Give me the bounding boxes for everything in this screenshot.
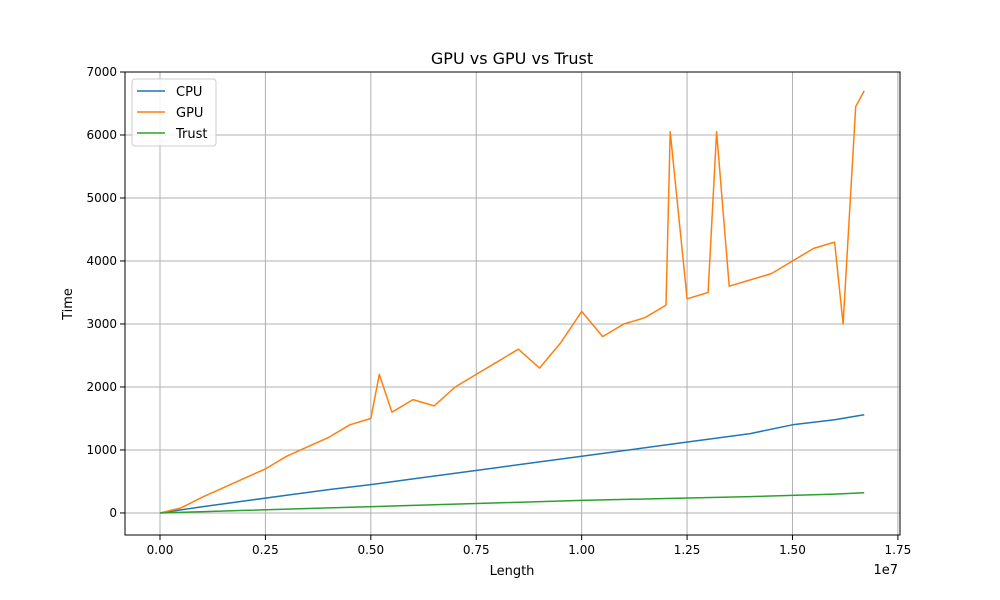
y-tick-label: 1000 <box>86 443 117 457</box>
legend-frame <box>131 78 217 147</box>
x-axis-ticks: 0.00 0.25 0.50 0.75 1.00 1.25 1.50 1.75 <box>147 535 912 557</box>
y-axis-ticks: 0 1000 2000 3000 4000 5000 6000 7000 <box>86 65 125 520</box>
x-tick-label: 0.50 <box>357 543 384 557</box>
y-tick-label: 4000 <box>86 254 117 268</box>
x-tick-label: 0.75 <box>463 543 490 557</box>
x-axis-offset-label: 1e7 <box>873 563 898 578</box>
legend-label-trust: Trust <box>175 127 207 142</box>
x-tick-label: 1.25 <box>674 543 701 557</box>
legend-label-cpu: CPU <box>176 85 202 100</box>
legend-label-gpu: GPU <box>176 106 203 121</box>
x-tick-label: 1.00 <box>568 543 595 557</box>
series-line-gpu <box>159 90 865 514</box>
x-tick-label: 1.50 <box>779 543 806 557</box>
series-line-trust <box>159 492 865 514</box>
y-tick-label: 3000 <box>86 317 117 331</box>
y-tick-label: 2000 <box>86 380 117 394</box>
plot-frame <box>124 71 901 536</box>
x-tick-label: 0.25 <box>252 543 279 557</box>
y-tick-label: 5000 <box>86 191 117 205</box>
legend: CPU GPU Trust <box>131 78 217 147</box>
series-lines <box>159 90 865 514</box>
y-axis-label: Time <box>61 288 76 321</box>
series-line-cpu <box>159 413 865 514</box>
chart-title: GPU vs GPU vs Trust <box>431 49 593 68</box>
x-tick-label: 1.75 <box>885 543 912 557</box>
grid <box>125 71 900 535</box>
y-tick-label: 6000 <box>86 128 117 142</box>
y-tick-label: 0 <box>109 506 117 520</box>
x-tick-label: 0.00 <box>147 543 174 557</box>
x-axis-label: Length <box>490 564 535 579</box>
y-tick-label: 7000 <box>86 65 117 79</box>
